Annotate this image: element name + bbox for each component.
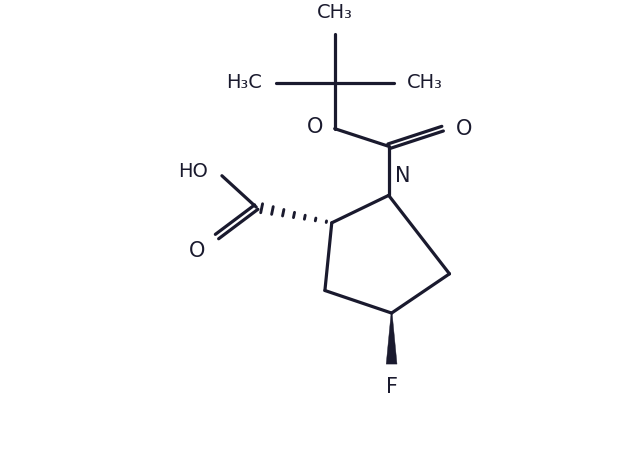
Text: N: N <box>394 165 410 186</box>
Text: H₃C: H₃C <box>227 73 262 92</box>
Text: O: O <box>456 118 473 139</box>
Text: F: F <box>386 377 397 397</box>
Text: O: O <box>189 242 205 261</box>
Polygon shape <box>386 313 397 364</box>
Text: HO: HO <box>179 162 208 181</box>
Text: CH₃: CH₃ <box>407 73 443 92</box>
Text: O: O <box>307 117 323 137</box>
Text: CH₃: CH₃ <box>317 3 353 22</box>
